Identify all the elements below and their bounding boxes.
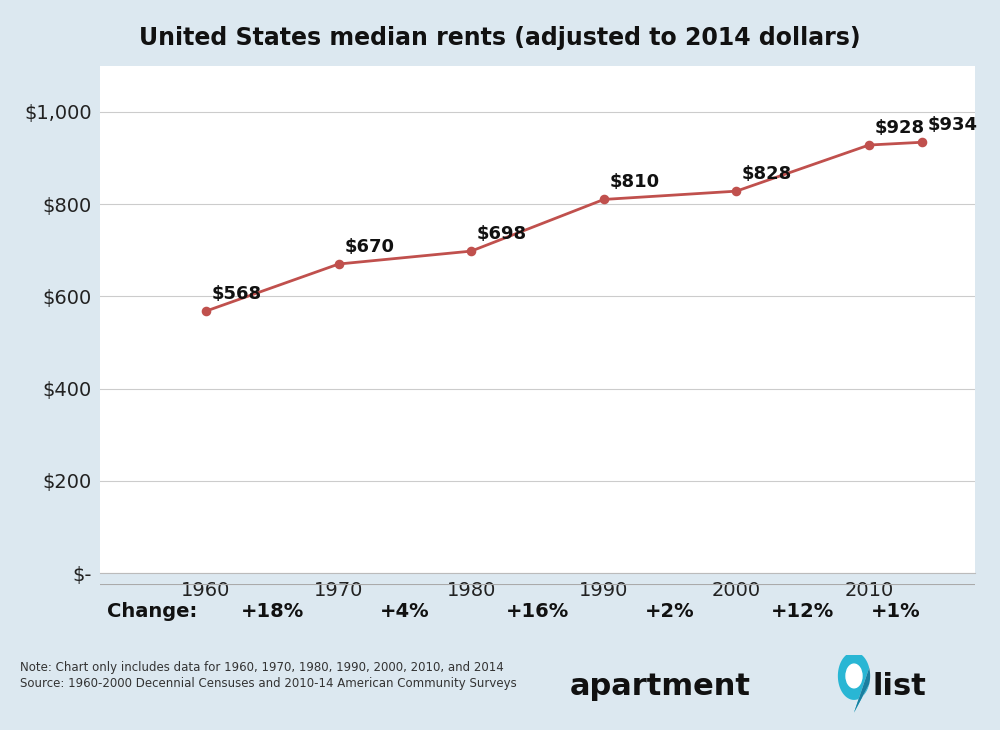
Text: Note: Chart only includes data for 1960, 1970, 1980, 1990, 2000, 2010, and 2014: Note: Chart only includes data for 1960,… [20, 661, 504, 674]
Point [914, 137, 930, 148]
Circle shape [846, 664, 862, 688]
Text: Source: 1960-2000 Decennial Censuses and 2010-14 American Community Surveys: Source: 1960-2000 Decennial Censuses and… [20, 677, 517, 691]
Text: $934: $934 [928, 116, 978, 134]
Text: +18%: +18% [241, 602, 304, 621]
Text: +4%: +4% [380, 602, 430, 621]
Text: $698: $698 [477, 225, 527, 243]
Point [331, 258, 347, 270]
Text: +2%: +2% [645, 602, 695, 621]
Point [861, 139, 877, 151]
Point [596, 193, 612, 205]
Text: +12%: +12% [771, 602, 834, 621]
Text: $828: $828 [742, 165, 792, 182]
Point [198, 305, 214, 317]
Text: list: list [872, 672, 926, 701]
Text: +16%: +16% [506, 602, 569, 621]
Point [728, 185, 744, 197]
Text: $928: $928 [874, 119, 925, 137]
Text: $568: $568 [212, 285, 262, 303]
Text: United States median rents (adjusted to 2014 dollars): United States median rents (adjusted to … [139, 26, 861, 50]
Point [463, 245, 479, 257]
Text: Change:: Change: [107, 602, 197, 621]
Text: apartment: apartment [570, 672, 751, 701]
Polygon shape [838, 652, 869, 712]
Text: $810: $810 [609, 173, 659, 191]
Polygon shape [854, 668, 870, 712]
Text: +1%: +1% [871, 602, 920, 621]
Text: $670: $670 [344, 238, 394, 256]
